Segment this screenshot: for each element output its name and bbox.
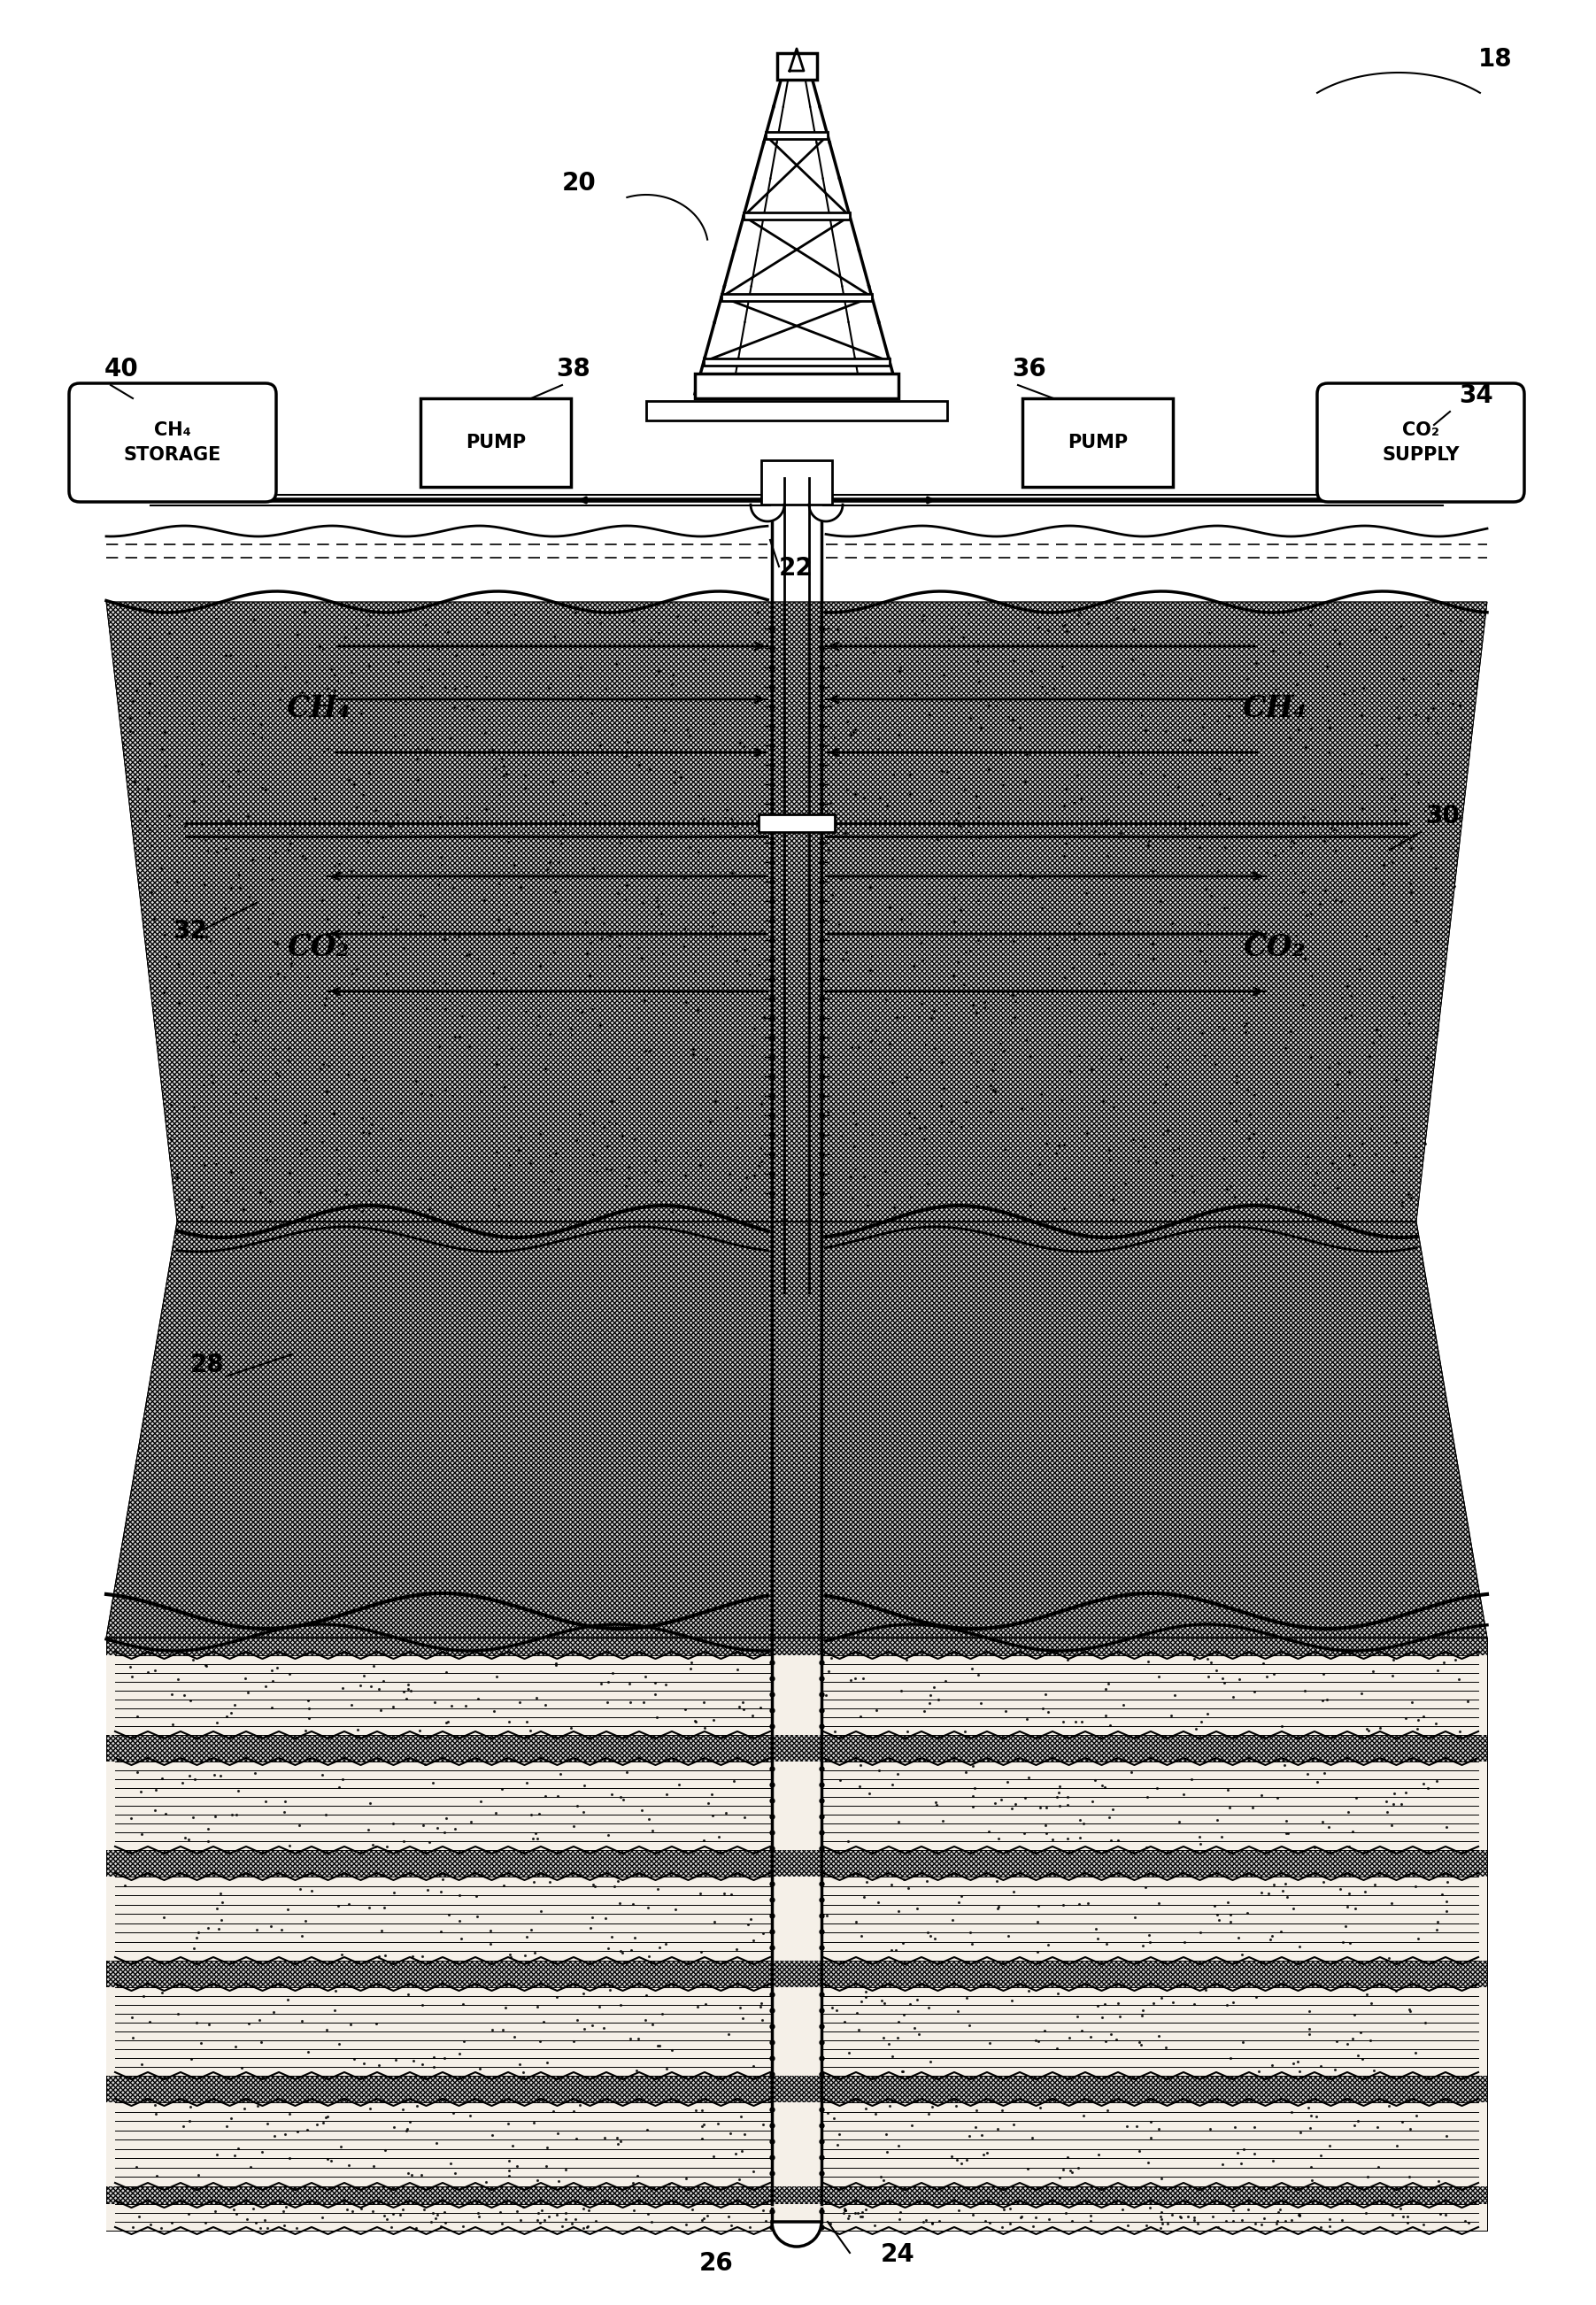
Bar xyxy=(721,293,871,300)
Bar xyxy=(761,461,832,505)
Polygon shape xyxy=(107,1987,1487,2077)
Text: STORAGE: STORAGE xyxy=(124,447,222,463)
Polygon shape xyxy=(107,1876,1487,1962)
Text: 18: 18 xyxy=(1478,46,1513,71)
FancyBboxPatch shape xyxy=(1317,383,1524,502)
Polygon shape xyxy=(107,2102,1487,2187)
Text: 30: 30 xyxy=(1425,804,1459,827)
Wedge shape xyxy=(772,2222,822,2247)
Text: CO₂: CO₂ xyxy=(1243,934,1306,961)
Bar xyxy=(420,399,571,486)
Bar xyxy=(694,373,899,399)
Text: PUMP: PUMP xyxy=(466,433,525,452)
Bar xyxy=(744,212,849,219)
Bar xyxy=(777,53,817,81)
Polygon shape xyxy=(107,1655,1487,1736)
Bar xyxy=(766,131,828,138)
Text: 34: 34 xyxy=(1459,383,1494,408)
Text: CO₂: CO₂ xyxy=(287,934,350,961)
Text: CH₄: CH₄ xyxy=(155,422,192,438)
Polygon shape xyxy=(107,602,1487,1222)
Bar xyxy=(1023,399,1173,486)
Text: PUMP: PUMP xyxy=(1068,433,1128,452)
Text: CH₄: CH₄ xyxy=(1242,694,1307,724)
Text: 26: 26 xyxy=(699,2252,734,2275)
Polygon shape xyxy=(107,1222,1487,1637)
Text: 36: 36 xyxy=(1012,357,1045,383)
Text: 22: 22 xyxy=(779,556,814,581)
Polygon shape xyxy=(107,1637,1487,2231)
Text: CO₂: CO₂ xyxy=(1403,422,1440,438)
Text: SUPPLY: SUPPLY xyxy=(1382,447,1459,463)
Text: 40: 40 xyxy=(104,357,139,383)
FancyBboxPatch shape xyxy=(69,383,276,502)
Bar xyxy=(758,814,835,832)
Text: 32: 32 xyxy=(172,920,207,943)
Bar xyxy=(646,401,946,420)
Polygon shape xyxy=(107,1761,1487,1851)
Text: 20: 20 xyxy=(562,171,597,196)
Text: CH₄: CH₄ xyxy=(286,694,351,724)
Text: 24: 24 xyxy=(881,2243,915,2266)
Text: 28: 28 xyxy=(190,1353,225,1378)
Bar xyxy=(704,357,889,364)
Polygon shape xyxy=(107,2204,1487,2231)
Text: 38: 38 xyxy=(555,357,591,383)
